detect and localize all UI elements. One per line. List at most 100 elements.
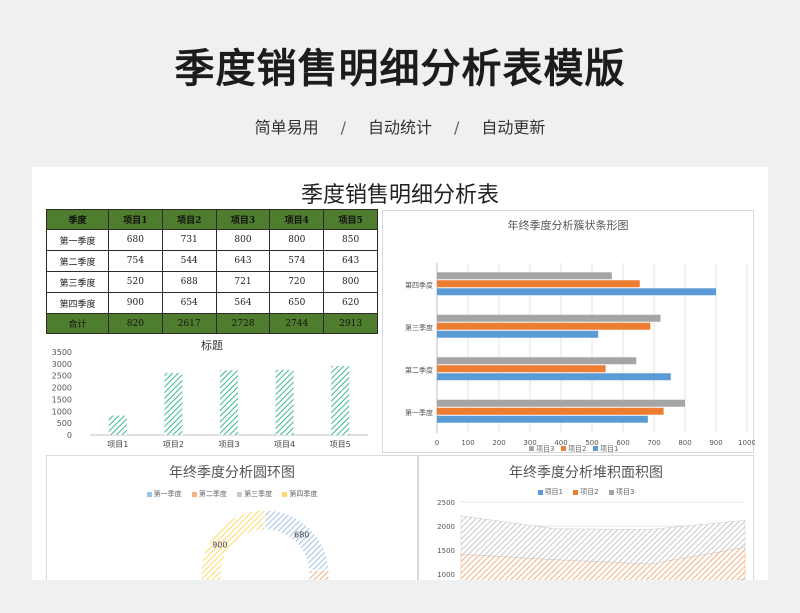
x-tick-label: 1000 [738, 439, 755, 447]
data-label: 680 [294, 530, 309, 539]
stacked-area-chart[interactable]: 年终季度分析堆积面积图 项目1 项目2 项目3 1000 1500 2000 2500 [418, 455, 754, 580]
table-cell[interactable]: 650 [269, 292, 325, 314]
table-cell[interactable]: 第三季度 [46, 271, 109, 293]
total-cell[interactable]: 820 [108, 313, 163, 334]
table-cell[interactable]: 800 [269, 229, 325, 251]
header-cell: 项目3 [215, 209, 271, 230]
table-cell[interactable]: 900 [108, 292, 163, 314]
header-cell: 项目5 [323, 209, 378, 230]
bar [437, 399, 685, 407]
chart-legend: 第一季度 第二季度 第三季度 第四季度 [47, 489, 417, 499]
x-tick-label: 项目5 [330, 440, 351, 449]
legend-label: 第二季度 [198, 490, 227, 498]
table-cell[interactable]: 620 [323, 292, 378, 314]
legend-label: 项目3 [615, 488, 635, 496]
legend-item: 项目2 [573, 487, 599, 497]
bar [437, 280, 640, 288]
clustered-bar-chart[interactable]: 年终季度分析簇状条形图 0 100 200 300 400 500 600 700 800 900… [382, 210, 755, 453]
bar [437, 373, 671, 381]
table-cell[interactable]: 第二季度 [46, 250, 109, 272]
header-cell: 季度 [46, 209, 109, 230]
table-cell[interactable]: 643 [323, 250, 378, 272]
header-cell: 项目1 [108, 209, 163, 230]
bar [437, 357, 637, 365]
x-tick-label: 200 [492, 439, 505, 447]
doughnut-slice [308, 568, 330, 580]
legend-label: 项目1 [544, 488, 564, 496]
y-tick-label: 第三季度 [405, 323, 433, 332]
bar [220, 370, 238, 435]
table-cell[interactable]: 520 [108, 271, 163, 293]
legend-swatch [537, 489, 543, 495]
y-tick-label: 2500 [437, 499, 455, 507]
y-tick-label: 3500 [52, 348, 72, 357]
total-cell[interactable]: 2617 [161, 313, 217, 334]
x-tick-label: 300 [523, 439, 536, 447]
legend-swatch [529, 446, 534, 451]
sheet-title: 季度销售明细分析表 [300, 183, 499, 208]
x-tick-label: 项目2 [163, 440, 184, 449]
y-tick-label: 1500 [52, 395, 72, 404]
table-row: 第二季度 754 544 643 574 643 [46, 250, 378, 272]
y-tick-label: 500 [57, 419, 72, 428]
table-cell[interactable]: 720 [269, 271, 325, 293]
table-cell[interactable]: 800 [215, 229, 271, 251]
bar [108, 415, 127, 435]
column-chart[interactable]: 标题 0 500 1000 1500 2000 2500 3000 3500 项目1 项目2 项目3… [46, 335, 378, 457]
bar [437, 365, 606, 373]
table-cell[interactable]: 574 [269, 250, 325, 272]
total-cell[interactable]: 2913 [323, 313, 378, 334]
bar [437, 322, 651, 330]
table-cell[interactable]: 第四季度 [46, 292, 109, 314]
table-cell[interactable]: 544 [161, 250, 217, 272]
table-cell[interactable]: 564 [215, 292, 271, 314]
y-tick-label: 3000 [52, 360, 72, 369]
x-tick-label: 0 [435, 439, 439, 447]
feature-auto-stat: 自动统计 [367, 118, 432, 137]
table-cell[interactable]: 654 [161, 292, 217, 314]
bar [437, 415, 648, 423]
table-cell[interactable]: 731 [161, 229, 217, 251]
legend-label: 项目2 [580, 488, 599, 496]
legend-label: 项目3 [536, 445, 554, 453]
chart-title: 年终季度分析圆环图 [169, 465, 295, 481]
table-row: 第一季度 680 731 800 800 850 [46, 229, 378, 251]
legend-swatch [237, 491, 243, 497]
table-row: 第四季度 900 654 564 650 620 [46, 292, 378, 314]
table-cell[interactable]: 688 [161, 271, 217, 293]
bar [331, 365, 350, 435]
table-cell[interactable]: 850 [323, 229, 378, 251]
x-tick-label: 100 [461, 439, 474, 447]
legend-swatch [282, 491, 288, 497]
doughnut-slice [264, 509, 330, 572]
legend-swatch [593, 446, 598, 451]
table-cell[interactable]: 643 [215, 250, 271, 272]
doughnut-chart[interactable]: 年终季度分析圆环图 第一季度 第二季度 第三季度 第四季度 680 900 [46, 455, 418, 580]
separator: / [340, 118, 346, 137]
y-tick-label: 2500 [52, 372, 72, 381]
table-cell[interactable]: 754 [108, 250, 163, 272]
y-tick-label: 1500 [437, 547, 455, 555]
bar [275, 369, 294, 435]
feature-auto-update: 自动更新 [481, 118, 546, 137]
chart-legend: 项目1 项目2 项目3 [419, 487, 753, 497]
total-cell[interactable]: 2728 [215, 313, 271, 334]
y-tick-label: 第一季度 [405, 408, 433, 417]
legend-item: 第一季度 [146, 489, 182, 499]
x-tick-label: 800 [678, 439, 691, 447]
total-cell[interactable]: 2744 [269, 313, 325, 334]
clustered-bar-svg: 0 100 200 300 400 500 600 700 800 900 1000 第一季度 第二季度… [405, 263, 755, 453]
legend-label: 第四季度 [289, 490, 318, 498]
legend-item: 项目3 [608, 487, 635, 497]
area-series [460, 515, 746, 565]
table-cell[interactable]: 第一季度 [46, 229, 109, 251]
separator: / [454, 118, 460, 137]
table-cell[interactable]: 680 [108, 229, 163, 251]
y-tick-label: 1000 [437, 571, 455, 579]
page-title: 季度销售明细分析表模版 [174, 46, 626, 92]
legend-swatch [146, 491, 152, 497]
y-tick-label: 第二季度 [405, 365, 433, 374]
table-cell[interactable]: 721 [215, 271, 271, 293]
table-cell[interactable]: 800 [323, 271, 378, 293]
total-cell[interactable]: 合计 [46, 313, 109, 334]
